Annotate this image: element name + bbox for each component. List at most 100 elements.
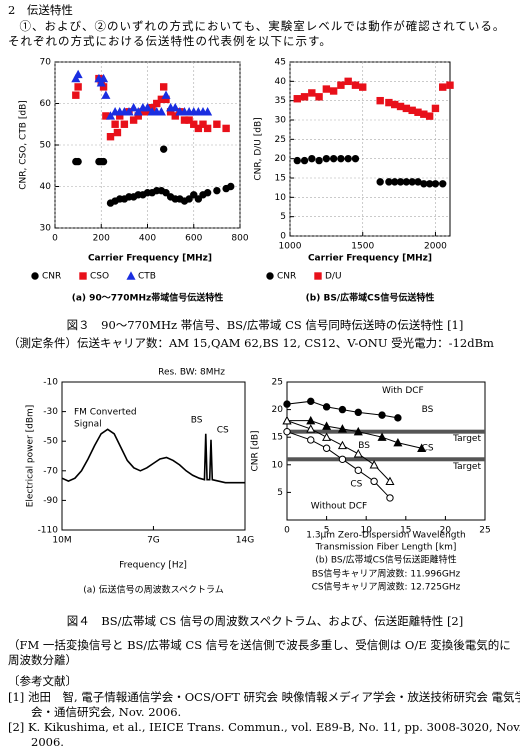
references-title: 〔参考文献〕 <box>8 674 77 688</box>
point <box>353 449 363 458</box>
y-tick-label: 40 <box>275 77 287 87</box>
point <box>425 112 434 120</box>
point <box>322 154 331 163</box>
point <box>329 154 338 163</box>
y-tick-label: 15 <box>275 174 286 184</box>
y-tick-label: 15 <box>272 433 283 443</box>
point <box>322 85 331 93</box>
x-tick-label: 15 <box>400 526 411 536</box>
figure-caption: (a) 伝送信号の周波数スペクトラム <box>83 584 224 596</box>
figure-caption: (a) 90〜770MHz帯域信号伝送特性 <box>72 292 223 304</box>
y-tick-label: 35 <box>275 96 286 106</box>
point <box>314 272 322 280</box>
x-tick-label: 600 <box>185 234 202 244</box>
y-axis-label: CNR, CSO, CTB [dB] <box>19 100 29 190</box>
x-tick-label: 400 <box>139 234 156 244</box>
point <box>71 73 81 83</box>
y-tick-label: 5 <box>280 212 286 222</box>
annotation: With DCF <box>382 386 424 396</box>
plot-area <box>289 61 451 237</box>
annotation: Target <box>452 462 481 472</box>
point <box>351 154 360 163</box>
y-tick-label: 40 <box>40 182 52 192</box>
annotation: CS <box>217 426 229 436</box>
note: BS信号キャリア周波数: 11.996GHz <box>312 568 461 580</box>
y-tick-label: 30 <box>275 116 287 126</box>
y-tick-label: 20 <box>275 154 287 164</box>
point <box>213 120 221 128</box>
figure-caption: 図４ BS/広帯域 CS 信号の周波数スペクトラム、および、伝送距離特性 [2] <box>66 614 464 628</box>
point <box>162 189 170 197</box>
point <box>113 128 122 137</box>
point <box>153 99 161 108</box>
point <box>293 95 301 103</box>
point <box>376 96 384 105</box>
point <box>99 73 109 83</box>
x-tick-label: 10 <box>360 526 372 536</box>
point <box>190 191 198 199</box>
point <box>190 120 198 128</box>
point <box>393 437 403 447</box>
point <box>227 182 235 191</box>
point <box>307 397 315 406</box>
point <box>96 77 106 87</box>
x-tick-label: 20 <box>440 526 452 536</box>
x-axis-label: Carrier Frequency [MHz] <box>308 254 432 264</box>
point <box>126 271 136 280</box>
x-tick-label: 1000 <box>279 242 302 252</box>
x-axis-label: Transmission Fiber Length [km] <box>315 543 457 553</box>
y-tick-label: -10 <box>43 378 58 388</box>
point <box>417 443 427 452</box>
annotation: Target <box>452 434 481 444</box>
point <box>185 116 193 124</box>
x-tick-label: 200 <box>93 234 110 244</box>
point <box>159 83 168 91</box>
legend-label: D/U <box>325 272 342 282</box>
point <box>159 145 168 153</box>
point <box>322 444 331 452</box>
point <box>446 81 454 89</box>
point <box>439 83 447 91</box>
legend-label: CSO <box>90 272 109 282</box>
target-band <box>287 429 485 434</box>
line <box>61 428 245 484</box>
annotation: FM Converted <box>74 408 137 418</box>
point <box>308 154 316 163</box>
annotation: BS <box>422 405 434 415</box>
point <box>31 272 39 280</box>
point <box>322 421 332 430</box>
point <box>185 195 193 203</box>
annotation: Res. BW: 8MHz <box>158 368 225 378</box>
point <box>293 156 301 165</box>
point <box>306 415 316 425</box>
point <box>170 102 180 112</box>
point <box>353 426 363 436</box>
y-tick-label: 20 <box>272 405 284 415</box>
x-axis-label: Frequency [Hz] <box>119 561 187 571</box>
point <box>439 180 447 188</box>
annotation: BS <box>191 416 203 426</box>
point <box>354 408 362 417</box>
legend-label: CNR <box>42 272 61 282</box>
y-tick-label: 25 <box>275 135 286 145</box>
point <box>203 107 213 116</box>
point <box>322 432 332 441</box>
legend-label: CTB <box>138 272 156 282</box>
note: CS信号キャリア周波数: 12.725GHz <box>312 581 461 593</box>
legend-label: CNR <box>277 272 296 282</box>
y-tick-label: 30 <box>40 224 52 234</box>
point <box>337 424 347 433</box>
y-tick-label: -50 <box>43 437 58 447</box>
point <box>283 427 291 436</box>
point <box>129 102 139 112</box>
x-tick-label: 10M <box>52 536 71 546</box>
y-tick-label: 10 <box>272 460 284 470</box>
y-tick-label: 70 <box>40 58 52 68</box>
annotation: Without DCF <box>311 502 367 512</box>
point <box>111 120 119 128</box>
point <box>315 156 323 165</box>
x-tick-label: 5 <box>324 526 330 536</box>
x-tick-label: 2000 <box>424 242 447 252</box>
y-tick-label: -70 <box>43 466 58 476</box>
point <box>203 189 212 197</box>
